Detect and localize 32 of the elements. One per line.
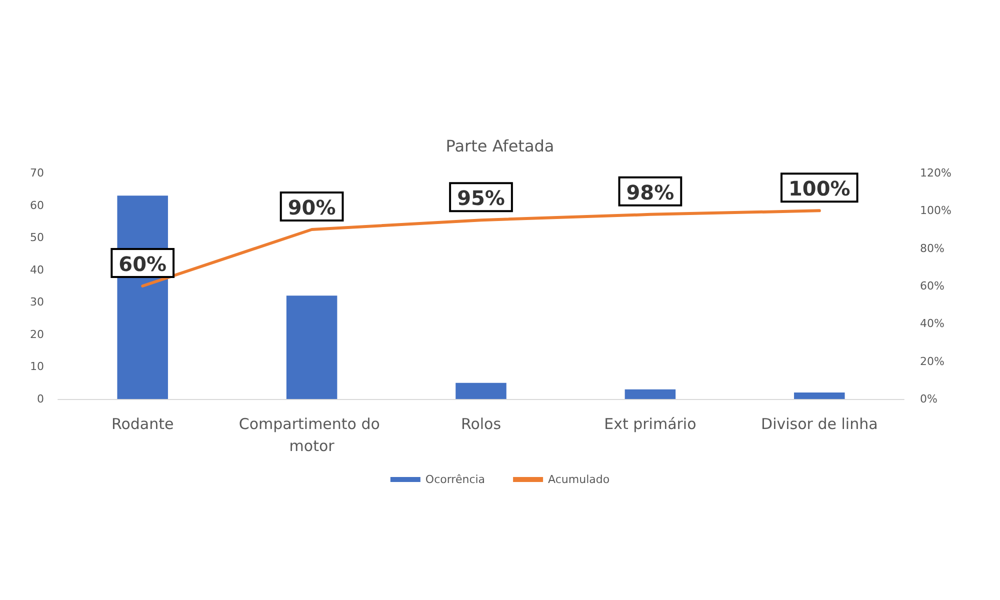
bar [624, 389, 676, 399]
x-tick-label: Rolos [460, 415, 502, 433]
y2-tick-label: 40% [920, 317, 944, 330]
data-label: 98% [626, 180, 674, 204]
bar [456, 382, 506, 399]
x-tick-label: Ext primário [604, 415, 696, 433]
legend-label: Acumulado [548, 473, 610, 486]
data-label: 95% [457, 186, 505, 210]
bar [794, 392, 845, 399]
y2-tick-label: 80% [920, 242, 944, 255]
y-tick-label: 20 [30, 328, 44, 341]
y2-tick-label: 120% [920, 166, 952, 180]
y2-tick-label: 60% [920, 280, 944, 292]
y-tick-label: 0 [37, 392, 44, 406]
chart-title: Parte Afetada [446, 136, 554, 156]
y-tick-label: 60 [30, 198, 44, 212]
bar [286, 296, 338, 399]
y2-tick-label: 100% [920, 204, 952, 218]
y-tick-label: 70 [30, 166, 44, 180]
x-tick-label: Compartimento do motor [238, 415, 385, 455]
x-tick-label: Rodante [111, 415, 174, 433]
data-label: 100% [788, 176, 850, 201]
data-label: 60% [118, 252, 167, 276]
y-tick-label: 30 [30, 296, 44, 309]
y-tick-label: 50 [30, 231, 44, 244]
y2-tick-label: 20% [920, 354, 944, 368]
y2-tick-label: 0% [920, 392, 938, 406]
y-tick-label: 40 [30, 263, 44, 276]
data-label: 90% [288, 196, 336, 220]
y-tick-label: 10 [30, 360, 44, 374]
legend-label: Ocorrência [425, 473, 486, 486]
x-tick-label: Divisor de linha [761, 415, 878, 433]
